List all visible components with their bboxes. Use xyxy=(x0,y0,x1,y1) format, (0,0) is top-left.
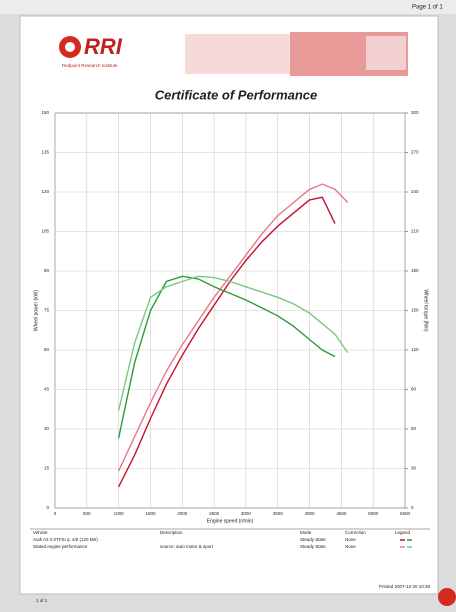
y-tick-label: 135 xyxy=(41,150,49,155)
x-tick-label: 1500 xyxy=(145,511,156,516)
table-header: Legend xyxy=(395,530,411,535)
x-axis-label: Engine speed (r/min) xyxy=(207,518,254,524)
table-header: Correction xyxy=(345,530,366,535)
x-tick-label: 5500 xyxy=(400,511,411,516)
y-tick-label: 45 xyxy=(44,387,50,392)
y2-tick-label: 90 xyxy=(411,387,417,392)
table-header: Description xyxy=(160,530,183,535)
page: Page 1 of 1 RRI Redpoint Research Instit… xyxy=(0,0,456,612)
y-tick-label: 90 xyxy=(44,268,50,273)
table-cell: Steady State xyxy=(300,544,326,549)
y2-axis-label: Wheel torque (Nm) xyxy=(423,289,429,332)
table-cell: Audi A3 2.0TFSI q. 4/6 (120 kW) xyxy=(33,537,98,542)
y2-tick-label: 30 xyxy=(411,466,417,471)
table-header: Vehicle xyxy=(33,530,48,535)
y2-tick-label: 180 xyxy=(411,268,419,273)
y2-tick-label: 150 xyxy=(411,308,419,313)
y-tick-label: 75 xyxy=(44,308,50,313)
y2-tick-label: 300 xyxy=(411,110,419,115)
logo: RRI xyxy=(84,34,123,59)
y-tick-label: 105 xyxy=(41,229,49,234)
printed-note: Printed 2007-12-20 10:48 xyxy=(379,584,431,589)
y2-tick-label: 120 xyxy=(411,347,419,352)
y2-tick-label: 210 xyxy=(411,229,419,234)
y-tick-label: 120 xyxy=(41,189,49,194)
y-tick-label: 15 xyxy=(44,466,50,471)
table-cell: Steady State xyxy=(300,537,326,542)
x-tick-label: 4000 xyxy=(305,511,316,516)
banner-stamp xyxy=(366,36,406,70)
page-label: Page 1 of 1 xyxy=(412,5,443,11)
x-tick-label: 1000 xyxy=(114,511,125,516)
logo-icon-inner xyxy=(65,42,75,52)
y2-tick-label: 240 xyxy=(411,189,419,194)
table-cell: source: auto motor & sport xyxy=(160,544,214,549)
y2-tick-label: 270 xyxy=(411,150,419,155)
x-tick-label: 3500 xyxy=(273,511,284,516)
viewer: Page 1 of 1 RRI Redpoint Research Instit… xyxy=(0,0,456,607)
y-tick-label: 30 xyxy=(44,426,50,431)
table-header: Mode xyxy=(300,530,312,535)
chart-title: Certificate of Performance xyxy=(155,87,318,102)
x-tick-label: 2500 xyxy=(209,511,220,516)
x-tick-label: 4500 xyxy=(336,511,347,516)
table-cell: Stated engine performance xyxy=(33,544,88,549)
y2-tick-label: 60 xyxy=(411,426,417,431)
y-axis-label: Wheel power (kW) xyxy=(33,290,39,331)
x-tick-label: 3000 xyxy=(241,511,252,516)
x-tick-label: 500 xyxy=(83,511,91,516)
logo-subtitle: Redpoint Research Institute xyxy=(62,63,118,68)
x-tick-label: 5000 xyxy=(368,511,379,516)
x-tick-label: 2000 xyxy=(177,511,188,516)
footer-left: 1 of 1 xyxy=(36,598,48,603)
banner-art xyxy=(185,34,290,74)
toolbar xyxy=(0,0,456,14)
y-tick-label: 60 xyxy=(44,347,50,352)
y-tick-label: 150 xyxy=(41,110,49,115)
table-cell: None xyxy=(345,537,356,542)
close-button[interactable] xyxy=(438,588,456,606)
table-cell: None xyxy=(345,544,356,549)
